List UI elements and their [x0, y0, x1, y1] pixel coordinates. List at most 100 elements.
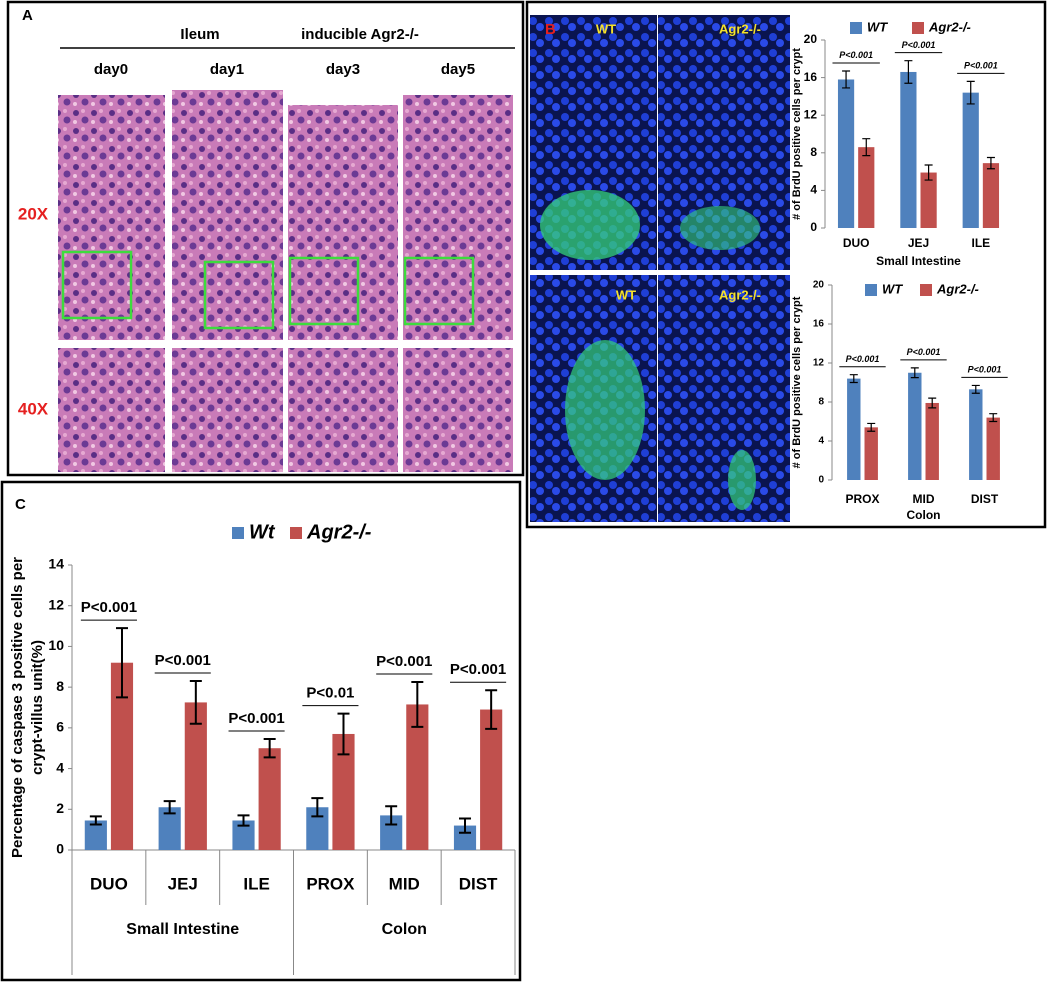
- brdu-signal: [540, 190, 640, 260]
- panel-frame: [525, 0, 1047, 529]
- error-bar: [263, 738, 276, 759]
- x-tick-label: DUO: [843, 236, 870, 250]
- y-tick-label: 8: [810, 145, 817, 159]
- bar: [858, 147, 875, 228]
- panel-label: A: [22, 7, 33, 24]
- panel-frame: [6, 0, 525, 477]
- y-tick-label: 0: [818, 475, 824, 486]
- legend-swatch: [232, 527, 244, 539]
- group-label: Colon: [382, 921, 427, 938]
- y-tick-label: 0: [56, 841, 64, 857]
- day-label: day5: [441, 61, 475, 78]
- bar: [332, 733, 355, 850]
- error-bar: [337, 712, 350, 756]
- significance-label: P<0.001: [907, 347, 941, 357]
- y-tick-label: 8: [818, 397, 824, 408]
- y-tick-label: 12: [813, 358, 825, 369]
- panel-label: C: [15, 496, 26, 513]
- x-tick-label: ILE: [243, 874, 269, 893]
- x-tick-label: MID: [389, 874, 420, 893]
- brdu-signal: [680, 206, 760, 250]
- histology-image: [288, 348, 398, 472]
- image-label: WT: [596, 21, 616, 36]
- fluorescence-image: [658, 275, 790, 522]
- bar: [982, 163, 1000, 228]
- legend-swatch: [290, 527, 302, 539]
- error-bar: [115, 627, 128, 699]
- image-label: Agr2-/-: [719, 21, 761, 36]
- y-tick-label: 16: [813, 319, 825, 330]
- significance-label: P<0.01: [306, 685, 354, 702]
- significance-label: P<0.001: [228, 710, 284, 727]
- legend-label: WT: [867, 19, 888, 34]
- x-axis-label: Small Intestine: [876, 254, 961, 268]
- region-label: Ileum: [180, 26, 219, 43]
- significance-label: P<0.001: [902, 40, 936, 50]
- legend-label: Wt: [249, 521, 276, 543]
- day-label: day1: [210, 61, 244, 78]
- error-bar: [237, 814, 250, 827]
- magnification-label: 20X: [18, 204, 49, 223]
- y-tick-label: 12: [804, 107, 818, 121]
- error-bar: [966, 80, 975, 105]
- legend-label: WT: [882, 281, 903, 296]
- histology-image: [172, 90, 283, 340]
- inset-box: [203, 260, 275, 330]
- error-bar: [989, 413, 998, 423]
- error-bar: [910, 367, 919, 379]
- significance-label: P<0.001: [968, 365, 1002, 375]
- error-bar: [849, 374, 858, 384]
- brdu-signal: [728, 450, 756, 510]
- significance-label: P<0.001: [81, 599, 137, 616]
- y-tick-label: 4: [818, 436, 824, 447]
- error-bar: [862, 138, 871, 157]
- x-tick-label: DIST: [459, 874, 498, 893]
- x-tick-label: JEJ: [908, 236, 929, 250]
- x-tick-label: MID: [913, 492, 935, 506]
- group-label: Small Intestine: [126, 921, 239, 938]
- histology-image: [403, 348, 513, 472]
- y-tick-label: 2: [56, 800, 64, 816]
- error-bar: [385, 805, 398, 826]
- bar: [864, 427, 878, 480]
- histology-image: [58, 348, 165, 472]
- bar: [158, 807, 181, 850]
- y-axis-label: # of BrdU positive cells per crypt: [791, 48, 803, 220]
- x-tick-label: DUO: [90, 874, 128, 893]
- bar: [84, 820, 107, 850]
- y-tick-label: 6: [56, 719, 64, 735]
- x-tick-label: ILE: [971, 236, 990, 250]
- histology-image: [58, 95, 165, 340]
- y-tick-label: 4: [56, 759, 64, 775]
- legend-swatch: [850, 22, 862, 34]
- error-bar: [189, 680, 202, 725]
- y-tick-label: 0: [810, 220, 817, 234]
- bar: [837, 79, 855, 228]
- y-tick-label: 20: [804, 32, 818, 46]
- error-bar: [89, 815, 102, 826]
- y-axis-label: Percentage of caspase 3 positive cells p…: [9, 557, 26, 858]
- bar: [900, 71, 917, 229]
- model-label: inducible Agr2-/-: [301, 26, 419, 43]
- histology-image: [172, 348, 283, 472]
- bar: [406, 704, 429, 850]
- significance-label: P<0.001: [155, 652, 211, 669]
- panel-label: B: [545, 21, 556, 38]
- bar: [986, 417, 1000, 480]
- histology-image: [403, 95, 513, 340]
- bar: [232, 820, 255, 850]
- x-axis-label: Colon: [907, 508, 941, 522]
- bar: [962, 92, 979, 228]
- y-axis-label: crypt-villus unit(%): [29, 640, 46, 775]
- bar: [925, 402, 939, 480]
- significance-label: P<0.001: [450, 661, 506, 678]
- bar: [969, 389, 983, 480]
- error-bar: [986, 156, 995, 170]
- error-bar: [311, 797, 324, 818]
- bar: [306, 807, 329, 850]
- x-tick-label: JEJ: [168, 874, 198, 893]
- magnification-label: 40X: [18, 399, 49, 418]
- x-tick-label: DIST: [971, 492, 999, 506]
- brdu-signal: [565, 340, 645, 480]
- error-bar: [163, 800, 176, 815]
